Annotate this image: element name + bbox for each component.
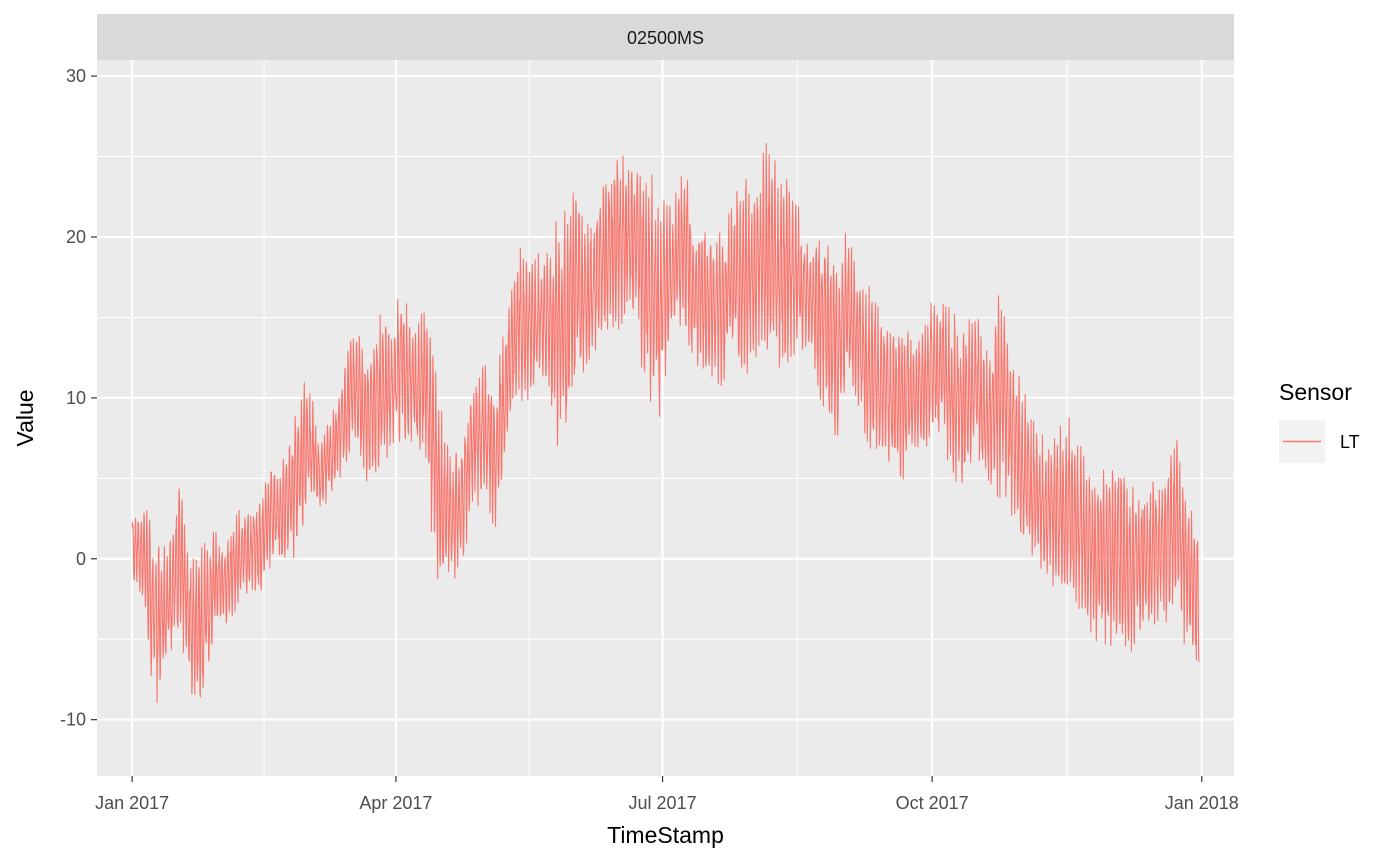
y-axis: -10 0 10 20 30 (60, 66, 97, 730)
y-tick-label: 10 (66, 388, 86, 408)
legend: Sensor LT (1279, 379, 1360, 463)
y-tick-label: -10 (60, 710, 86, 730)
x-axis: Jan 2017 Apr 2017 Jul 2017 Oct 2017 Jan 2018 (95, 776, 1239, 813)
y-tick-label: 30 (66, 66, 86, 86)
legend-title: Sensor (1279, 379, 1352, 405)
x-tick-label: Apr 2017 (359, 793, 432, 813)
y-tick-label: 20 (66, 227, 86, 247)
series-layer (131, 142, 1200, 704)
legend-label-lt: LT (1340, 432, 1360, 452)
y-axis-title: Value (12, 389, 38, 446)
panel-background (97, 60, 1234, 776)
x-tick-label: Oct 2017 (896, 793, 969, 813)
x-axis-title: TimeStamp (607, 822, 724, 848)
x-tick-label: Jul 2017 (629, 793, 697, 813)
y-tick-label: 0 (76, 549, 86, 569)
facet-strip (97, 14, 1234, 60)
x-tick-label: Jan 2018 (1165, 793, 1239, 813)
series-line-lt (131, 142, 1200, 704)
facet-strip-label: 02500MS (627, 28, 704, 48)
x-tick-label: Jan 2017 (95, 793, 169, 813)
